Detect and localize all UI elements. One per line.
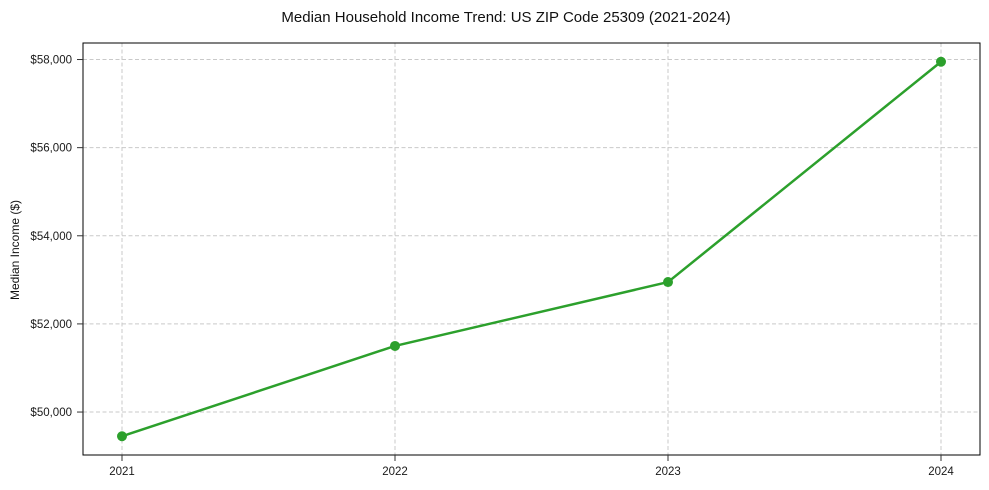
data-point-marker <box>117 431 127 442</box>
data-point-marker <box>663 277 673 288</box>
data-point-marker <box>390 340 400 351</box>
y-tick-label: $52,000 <box>30 319 72 331</box>
data-point-marker <box>936 56 946 67</box>
x-tick-label: 2023 <box>655 466 681 478</box>
y-tick-label: $56,000 <box>30 143 72 155</box>
y-tick-label: $58,000 <box>30 55 72 67</box>
chart-title: Median Household Income Trend: US ZIP Co… <box>281 9 731 26</box>
x-tick-label: 2021 <box>109 466 135 478</box>
x-tick-label: 2022 <box>382 466 408 478</box>
trend-line <box>120 60 943 438</box>
x-tick-label: 2024 <box>928 466 954 478</box>
y-tick-label: $54,000 <box>30 231 72 243</box>
plot-border <box>82 42 981 456</box>
y-tick-label: $50,000 <box>30 407 72 419</box>
